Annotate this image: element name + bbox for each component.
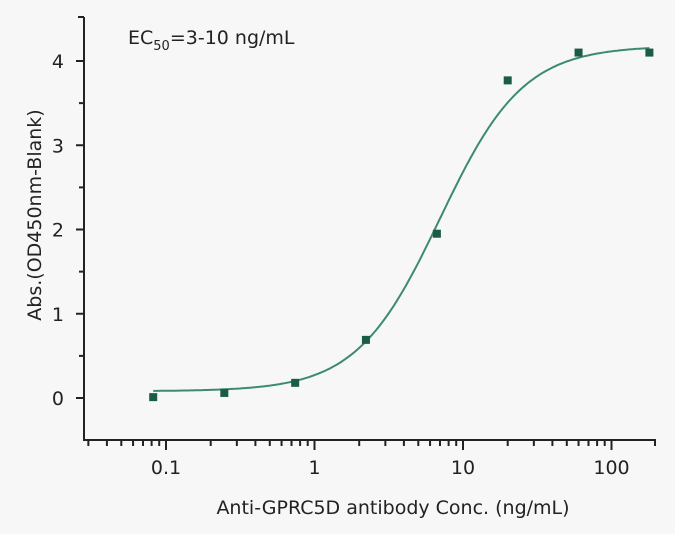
y-tick-label: 1 xyxy=(52,304,64,326)
x-tick-label: 10 xyxy=(451,457,475,479)
fit-curve xyxy=(153,47,650,392)
data-point xyxy=(361,335,370,344)
data-point xyxy=(574,48,583,57)
y-tick-label: 0 xyxy=(52,388,64,410)
data-point xyxy=(432,229,441,238)
data-point xyxy=(503,76,512,85)
y-axis-title: Abs.(OD450nm-Blank) xyxy=(24,109,46,320)
y-tick-label: 4 xyxy=(52,51,64,73)
data-point xyxy=(645,48,654,57)
plot-area: 0 1 2 3 4 0.1 1 10 100 xyxy=(52,16,656,479)
x-tick-label: 100 xyxy=(593,457,629,479)
x-tick-label: 0.1 xyxy=(151,457,181,479)
data-markers xyxy=(149,48,654,402)
x-tick-label: 1 xyxy=(308,457,320,479)
data-point xyxy=(149,393,158,402)
y-tick-label: 2 xyxy=(52,220,64,242)
y-tick-label: 3 xyxy=(52,135,64,157)
y-axis: 0 1 2 3 4 xyxy=(52,16,85,440)
data-point xyxy=(291,378,300,387)
x-axis: 0.1 1 10 100 xyxy=(83,439,656,479)
data-point xyxy=(220,388,229,397)
x-axis-title: Anti-GPRC5D antibody Conc. (ng/mL) xyxy=(216,497,569,519)
ec50-annotation: EC50=3-10 ng/mL xyxy=(128,27,295,54)
